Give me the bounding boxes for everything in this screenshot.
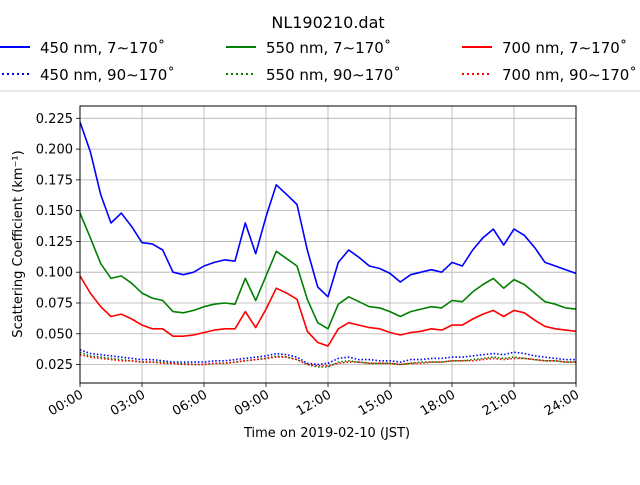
x-axis: 00:00 03:00 06:00 09:00 12:00 15:00 18:00 21:00… — [46, 383, 582, 419]
y-tick-label: 0.050 — [36, 327, 73, 342]
legend-label-3: 550 nm, 90∼170˚ — [266, 66, 401, 84]
x-axis-label: Time on 2019-02-10 (JST) — [243, 426, 410, 441]
series-line-0 — [79, 121, 577, 298]
legend-label-0: 450 nm, 7∼170˚ — [40, 39, 165, 57]
y-tick-label: 0.225 — [36, 112, 73, 127]
y-tick-label: 0.100 — [36, 266, 73, 281]
x-tick-label: 18:00 — [418, 387, 458, 419]
x-tick-label: 12:00 — [294, 387, 334, 419]
legend-label-5: 700 nm, 90∼170˚ — [502, 66, 637, 84]
y-tick-label: 0.025 — [36, 358, 73, 373]
y-tick-label: 0.175 — [36, 173, 73, 188]
x-tick-label: 09:00 — [232, 387, 272, 419]
series-line-1 — [79, 349, 576, 366]
series-lines — [79, 121, 577, 368]
legend-label-2: 550 nm, 7∼170˚ — [266, 39, 391, 57]
series-line-4 — [79, 275, 577, 347]
x-tick-label: 15:00 — [356, 387, 396, 419]
x-tick-label: 24:00 — [542, 387, 582, 419]
series-line-5 — [79, 353, 576, 367]
y-axis-label: Scattering Coefficient (km⁻¹) — [11, 150, 26, 337]
chart-title: NL190210.dat — [271, 13, 384, 32]
y-axis: 0.025 0.050 0.075 0.100 0.125 0.150 0.175 0.200… — [36, 112, 80, 373]
x-tick-label: 03:00 — [108, 387, 148, 419]
y-tick-label: 0.150 — [36, 204, 73, 219]
y-tick-label: 0.200 — [36, 143, 73, 158]
y-tick-label: 0.125 — [36, 235, 73, 250]
x-tick-label: 00:00 — [46, 387, 86, 419]
x-tick-label: 06:00 — [170, 387, 210, 419]
y-tick-label: 0.075 — [36, 296, 73, 311]
grid-lines — [79, 106, 577, 383]
legend-label-4: 700 nm, 7∼170˚ — [502, 39, 627, 57]
legend-label-1: 450 nm, 90∼170˚ — [40, 66, 175, 84]
series-line-2 — [79, 212, 577, 330]
legend: 450 nm, 7∼170˚ 450 nm, 90∼170˚ 550 nm, 7∼1… — [0, 39, 640, 92]
x-tick-label: 21:00 — [480, 387, 520, 419]
